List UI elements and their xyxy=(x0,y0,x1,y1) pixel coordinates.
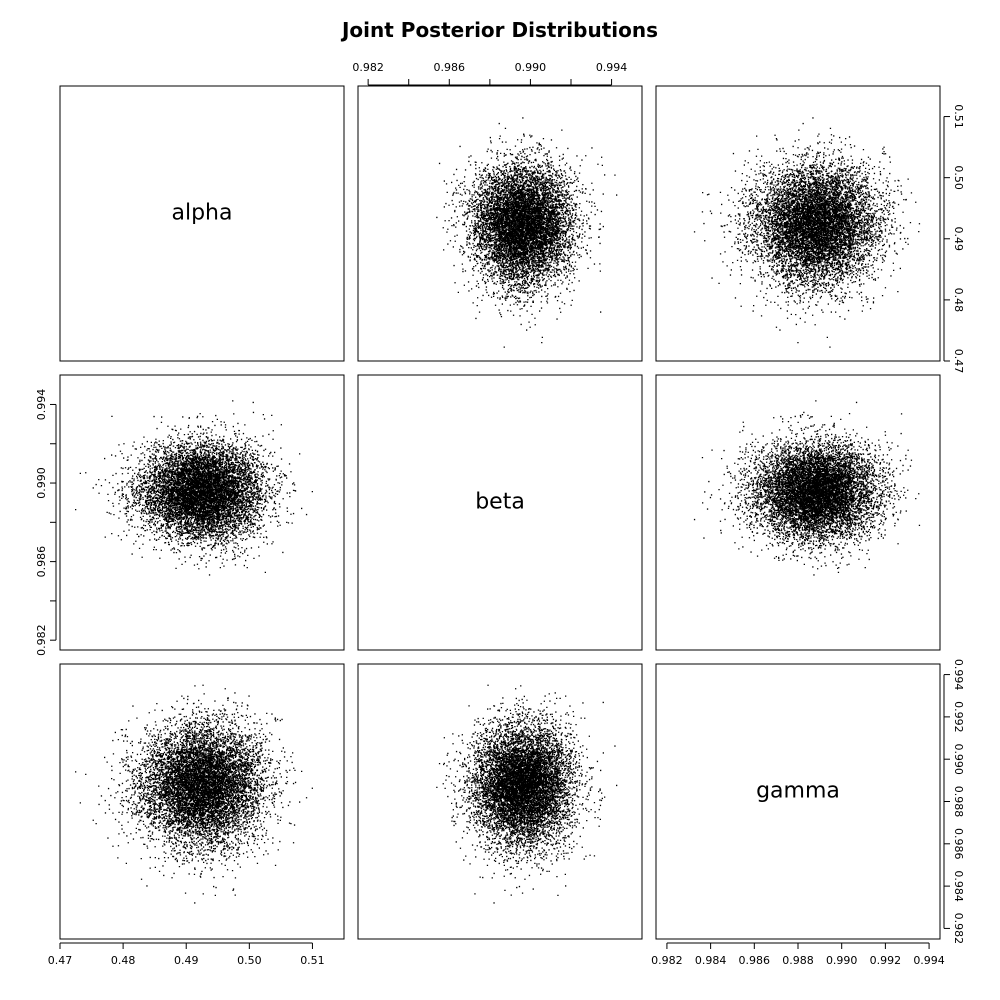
scatter-points-gamma-vs-alpha xyxy=(75,684,313,904)
tick-label: 0.50 xyxy=(952,165,965,190)
panel-alpha-beta xyxy=(357,85,643,362)
tick-label: 0.984 xyxy=(952,870,965,902)
tick-label: 0.986 xyxy=(434,61,466,74)
tick-label: 0.990 xyxy=(826,954,858,967)
panel-gamma-beta xyxy=(357,663,643,940)
tick-label: 0.986 xyxy=(952,828,965,860)
panel-frame xyxy=(655,663,941,940)
panel-frame xyxy=(655,374,941,651)
axis-right-alpha: 0.47 0.48 0.49 0.50 0.51 xyxy=(943,104,965,374)
panel-frame xyxy=(59,663,345,940)
tick-label: 0.48 xyxy=(111,954,136,967)
scatter-points-beta-vs-alpha xyxy=(75,400,313,576)
tick-label: 0.49 xyxy=(174,954,199,967)
tick-label: 0.51 xyxy=(952,104,965,129)
tick-label: 0.994 xyxy=(952,659,965,691)
panel-beta-gamma xyxy=(655,374,941,651)
tick-label: 0.990 xyxy=(952,743,965,775)
tick-label: 0.994 xyxy=(596,61,628,74)
tick-label: 0.982 xyxy=(35,624,48,656)
panel-alpha-alpha: alpha xyxy=(59,85,345,362)
tick-label: 0.992 xyxy=(952,701,965,733)
axis-left-beta: 0.982 0.986 0.990 0.994 xyxy=(35,389,57,656)
panel-alpha-gamma xyxy=(655,85,941,362)
tick-label: 0.986 xyxy=(739,954,771,967)
tick-label: 0.994 xyxy=(913,954,945,967)
scatter-points-alpha-vs-beta xyxy=(436,117,618,348)
axis-bottom-alpha: 0.47 0.48 0.49 0.50 0.51 xyxy=(48,942,325,967)
tick-label: 0.988 xyxy=(782,954,814,967)
tick-label: 0.984 xyxy=(695,954,727,967)
panel-frame xyxy=(655,85,941,362)
tick-label: 0.986 xyxy=(35,546,48,578)
panel-frame xyxy=(59,85,345,362)
scatter-points-gamma-vs-beta xyxy=(436,684,618,904)
tick-label: 0.994 xyxy=(35,389,48,421)
chart-title: Joint Posterior Distributions xyxy=(340,18,658,42)
tick-label: 0.47 xyxy=(48,954,73,967)
panel-beta-beta: beta xyxy=(357,374,643,651)
tick-label: 0.50 xyxy=(237,954,262,967)
variable-label-gamma: gamma xyxy=(756,779,840,804)
scatter-points-alpha-vs-gamma xyxy=(693,117,921,348)
tick-label: 0.982 xyxy=(952,913,965,945)
panel-gamma-gamma: gamma xyxy=(655,663,941,940)
tick-label: 0.47 xyxy=(952,349,965,374)
tick-label: 0.49 xyxy=(952,227,965,252)
axis-top-beta: 0.982 0.986 0.990 0.994 xyxy=(352,61,628,86)
tick-label: 0.982 xyxy=(651,954,683,967)
tick-label: 0.990 xyxy=(35,467,48,499)
tick-label: 0.990 xyxy=(515,61,547,74)
panel-frame xyxy=(357,85,643,362)
tick-label: 0.48 xyxy=(952,288,965,313)
tick-label: 0.982 xyxy=(352,61,384,74)
tick-label: 0.992 xyxy=(870,954,902,967)
panel-frame xyxy=(59,374,345,651)
panel-frame xyxy=(357,663,643,940)
variable-label-alpha: alpha xyxy=(172,201,233,226)
axis-right-gamma: 0.982 0.984 0.986 0.988 0.990 0.992 0.994 xyxy=(943,659,965,945)
tick-label: 0.51 xyxy=(300,954,325,967)
panel-beta-alpha xyxy=(59,374,345,651)
axis-bottom-gamma: 0.982 0.984 0.986 0.988 0.990 0.992 0.994 xyxy=(651,942,945,967)
panel-frame xyxy=(357,374,643,651)
panel-gamma-alpha xyxy=(59,663,345,940)
tick-label: 0.988 xyxy=(952,786,965,818)
variable-label-beta: beta xyxy=(475,490,525,515)
scatter-points-beta-vs-gamma xyxy=(693,400,921,576)
